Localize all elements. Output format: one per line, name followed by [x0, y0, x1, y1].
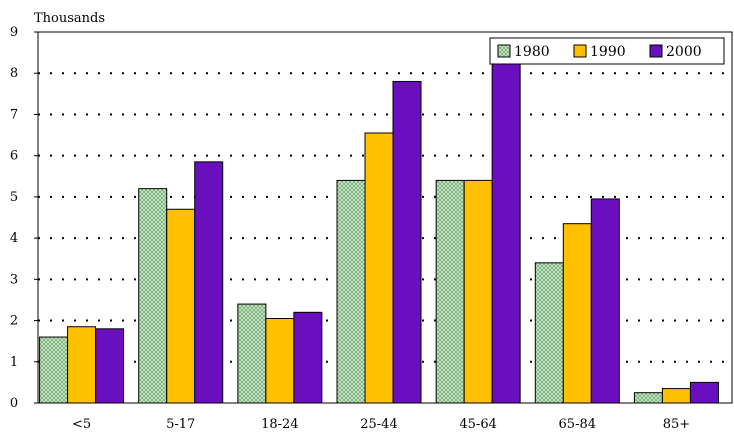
bar-1980-6: [633, 392, 663, 404]
bar-2000-6: [689, 381, 719, 404]
bar-2000-1: [194, 161, 224, 404]
legend-label-2000: 2000: [666, 44, 702, 60]
y-tick-label: 7: [10, 107, 18, 122]
legend-swatch-1990: [573, 44, 587, 58]
bar-2000-3: [392, 80, 422, 404]
y-tick-label: 2: [10, 314, 18, 329]
bar-1980-2: [237, 303, 267, 404]
x-tick-label: 65-84: [559, 417, 596, 432]
legend-label-1980: 1980: [514, 44, 550, 60]
bar-1990-6: [661, 388, 691, 404]
bar-1990-5: [562, 223, 592, 404]
x-tick-label: 45-64: [459, 417, 496, 432]
y-unit-label: Thousands: [34, 11, 105, 26]
bar-1980-5: [534, 262, 564, 404]
bar-1990-1: [166, 208, 196, 404]
bars: [39, 60, 719, 404]
y-tick-label: 4: [10, 231, 18, 246]
bar-2000-4: [491, 60, 521, 404]
x-tick-label: 85+: [663, 417, 690, 432]
bar-1980-3: [336, 179, 366, 404]
legend: 1980 1990 2000: [489, 37, 725, 65]
x-tick-label: 5-17: [166, 417, 195, 432]
y-tick-label: 1: [10, 355, 18, 370]
bar-1990-2: [265, 317, 295, 404]
bar-2000-2: [293, 311, 323, 404]
bar-1990-4: [463, 179, 493, 404]
bar-2000-5: [590, 198, 620, 404]
legend-swatch-1980: [497, 44, 511, 58]
y-tick-label: 8: [10, 66, 18, 81]
axes: 0 1 2 3 4 5 6 7 8 9 <5 5-17 18-24 25-44 45-64 65-84 85+: [10, 25, 733, 432]
bar-1980-4: [435, 179, 465, 404]
legend-label-1990: 1990: [590, 44, 626, 60]
legend-swatch-2000: [649, 44, 663, 58]
legend-box: [489, 37, 725, 65]
bar-1990-0: [67, 326, 97, 404]
plot-frame: [37, 31, 733, 404]
y-tick-label: 0: [10, 396, 18, 411]
y-tick-label: 5: [10, 190, 18, 205]
y-tick-label: 6: [10, 149, 18, 164]
x-tick-label: <5: [72, 417, 91, 432]
bar-1990-3: [364, 132, 394, 404]
y-tick-label: 9: [10, 25, 18, 40]
y-tick-label: 3: [10, 272, 18, 287]
bar-2000-0: [95, 328, 125, 404]
x-tick-label: 18-24: [261, 417, 298, 432]
bar-1980-0: [39, 336, 69, 404]
bar-1980-1: [138, 188, 168, 404]
x-tick-label: 25-44: [360, 417, 397, 432]
